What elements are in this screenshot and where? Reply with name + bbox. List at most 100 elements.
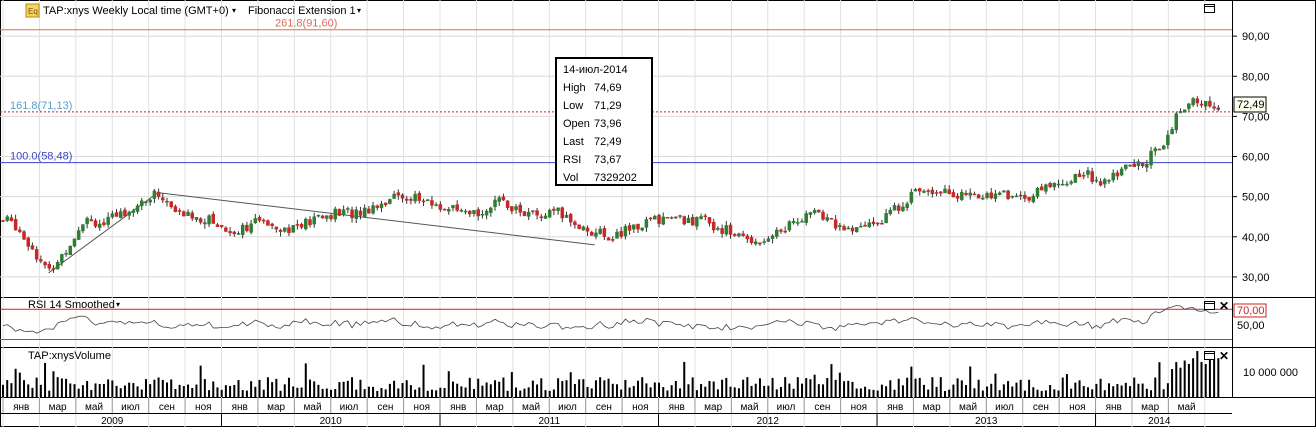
volume-close-icon[interactable]: ✕ xyxy=(1219,349,1229,363)
volume-bar xyxy=(662,387,665,397)
candle-body xyxy=(737,233,741,237)
candle-body xyxy=(964,192,968,196)
candle-body xyxy=(896,205,901,211)
volume-bar xyxy=(409,385,412,397)
candle-body xyxy=(13,219,18,231)
candle-body xyxy=(989,192,993,199)
candle-body xyxy=(720,228,724,234)
candle-body xyxy=(1166,134,1170,146)
volume-bar xyxy=(245,390,248,397)
volume-bar xyxy=(254,386,257,397)
candle-body xyxy=(863,224,867,227)
candle-body xyxy=(232,231,237,235)
volume-title[interactable]: TAP:xnysVolume xyxy=(28,350,111,362)
candle-body xyxy=(476,209,480,217)
rsi-maximize-icon[interactable] xyxy=(1204,301,1215,310)
candle-body xyxy=(535,210,539,216)
volume-bar xyxy=(590,388,593,397)
indicator-dropdown-icon[interactable]: ▾ xyxy=(357,6,361,15)
candle-body xyxy=(1002,190,1006,193)
volume-bar xyxy=(27,384,30,397)
candle-body xyxy=(442,208,447,211)
volume-bar xyxy=(859,388,862,397)
candle-body xyxy=(211,213,216,224)
candle-body xyxy=(148,199,152,203)
candle-body xyxy=(72,238,77,247)
volume-bar xyxy=(569,372,572,397)
volume-maximize-icon[interactable] xyxy=(1204,351,1215,360)
x-tick-month: май xyxy=(522,402,540,413)
candle-body xyxy=(598,228,602,234)
candle-body xyxy=(514,206,518,210)
x-tick-month: сен xyxy=(159,402,175,413)
volume-bar xyxy=(586,387,589,397)
volume-bar xyxy=(464,387,467,397)
candle-body xyxy=(871,221,876,225)
volume-bar xyxy=(906,377,909,397)
volume-bar xyxy=(771,377,774,397)
volume-bar xyxy=(123,385,126,397)
x-tick-month: янв xyxy=(1106,402,1122,413)
rsi-close-icon[interactable]: ✕ xyxy=(1219,299,1229,313)
x-tick-month: ноя xyxy=(414,402,431,413)
candle-body xyxy=(1153,148,1158,152)
candle-body xyxy=(682,216,687,225)
candle-body xyxy=(22,231,26,240)
candle-body xyxy=(308,219,312,226)
volume-bar xyxy=(56,377,59,397)
volume-bar xyxy=(956,378,959,397)
candle-body xyxy=(1115,172,1120,177)
tooltip-value: 74,69 xyxy=(594,82,622,94)
rsi-title[interactable]: RSI 14 Smoothed xyxy=(28,299,115,311)
candle-body xyxy=(135,205,140,212)
volume-bar xyxy=(401,383,404,397)
volume-bar xyxy=(1217,358,1220,397)
tooltip-value: 7329202 xyxy=(594,172,637,184)
volume-bar xyxy=(990,383,993,397)
candle-body xyxy=(1056,183,1061,186)
candle-body xyxy=(787,221,792,231)
volume-bar xyxy=(166,382,169,397)
candle-body xyxy=(383,202,388,206)
volume-bar xyxy=(330,389,333,397)
volume-bar xyxy=(763,385,766,397)
volume-bar xyxy=(174,389,177,397)
volume-bar xyxy=(931,377,934,397)
candle-body xyxy=(1065,183,1069,186)
volume-bar xyxy=(1023,390,1026,397)
volume-bar xyxy=(258,379,261,397)
candle-body xyxy=(249,223,253,233)
candle-body xyxy=(531,210,535,212)
rsi-dropdown-icon[interactable]: ▾ xyxy=(116,300,120,309)
volume-bar xyxy=(611,383,614,397)
candle-body xyxy=(278,229,283,232)
volume-bar xyxy=(355,389,358,397)
volume-bar xyxy=(498,381,501,397)
candle-body xyxy=(329,215,333,220)
equity-badge-icon xyxy=(25,3,40,18)
volume-bar xyxy=(1208,359,1211,397)
maximize-icon[interactable] xyxy=(1204,4,1215,13)
candle-body xyxy=(901,206,905,212)
candle-body xyxy=(526,211,531,217)
symbol-dropdown-icon[interactable]: ▾ xyxy=(232,6,236,15)
candle-body xyxy=(367,208,371,214)
candle-body xyxy=(766,238,771,242)
candle-body xyxy=(547,209,552,218)
volume-bar xyxy=(910,366,913,397)
candle-body xyxy=(875,222,880,225)
candle-body xyxy=(501,196,506,201)
volume-bar xyxy=(472,389,475,397)
x-tick-month: июл xyxy=(995,402,1014,413)
candle-body xyxy=(1069,181,1073,184)
symbol-label[interactable]: TAP:xnys Weekly Local time (GMT+0) xyxy=(43,5,229,17)
candle-body xyxy=(388,199,392,204)
indicator-label[interactable]: Fibonacci Extension 1 xyxy=(248,5,356,17)
volume-bar xyxy=(594,380,597,397)
candle-body xyxy=(1119,168,1124,176)
volume-bar xyxy=(468,377,471,397)
volume-bar xyxy=(351,377,354,397)
volume-bar xyxy=(1040,390,1043,397)
candle-body xyxy=(1140,162,1145,167)
